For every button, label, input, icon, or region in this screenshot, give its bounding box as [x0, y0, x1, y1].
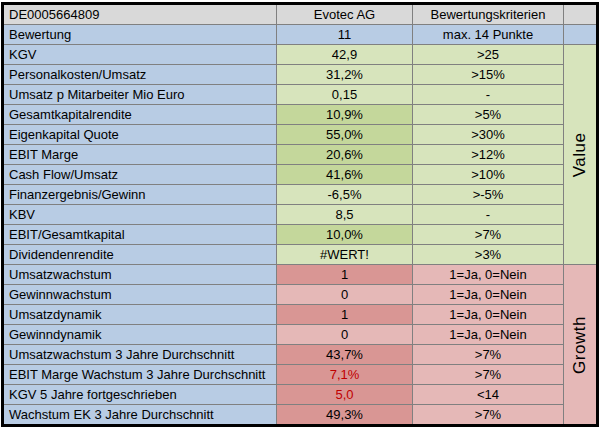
cell-label[interactable]: Umsatz p Mitarbeiter Mio Euro [4, 85, 276, 104]
cell-label[interactable]: Gesamtkapitalrendite [4, 105, 276, 124]
cell-value[interactable]: 10,0% [277, 225, 412, 244]
cell-value[interactable]: 8,5 [277, 205, 412, 224]
cell-value[interactable]: 0 [277, 325, 412, 344]
cell-label[interactable]: Personalkosten/Umsatz [4, 65, 276, 84]
cell-criteria[interactable]: 1=Ja, 0=Nein [413, 305, 563, 324]
cell-criteria[interactable]: >5% [413, 105, 563, 124]
cell-label[interactable]: Finanzergebnis/Gewinn [4, 185, 276, 204]
cell-criteria[interactable]: - [413, 85, 563, 104]
cell-value[interactable]: 20,6% [277, 145, 412, 164]
cell-label[interactable]: EBIT Marge Wachstum 3 Jahre Durchschnitt [4, 365, 276, 384]
cell-criteria[interactable]: >7% [413, 405, 563, 424]
cell-criteria[interactable]: <14 [413, 385, 563, 404]
cell-criteria[interactable]: >7% [413, 345, 563, 364]
cell-score-criteria[interactable]: max. 14 Punkte [413, 25, 563, 44]
value-section-vertical-text: Value [570, 132, 590, 177]
cell-criteria[interactable]: >-5% [413, 185, 563, 204]
cell-criteria[interactable]: >7% [413, 225, 563, 244]
cell-label[interactable]: Umsatzdynamik [4, 305, 276, 324]
cell-criteria[interactable]: >25 [413, 45, 563, 64]
cell-criteria[interactable]: >12% [413, 145, 563, 164]
cell-value[interactable]: 7,1% [277, 365, 412, 384]
cell-value[interactable]: 42,9 [277, 45, 412, 64]
cell-company-name[interactable]: Evotec AG [277, 5, 412, 24]
cell-criteria[interactable]: 1=Ja, 0=Nein [413, 325, 563, 344]
stock-evaluation-table: DE0005664809 Evotec AG Bewertungskriteri… [1, 2, 599, 427]
cell-criteria[interactable]: - [413, 205, 563, 224]
cell-criteria[interactable]: >3% [413, 245, 563, 264]
cell-value[interactable]: 41,6% [277, 165, 412, 184]
cell-label[interactable]: KBV [4, 205, 276, 224]
cell-criteria[interactable]: >10% [413, 165, 563, 184]
cell-value[interactable]: 31,2% [277, 65, 412, 84]
cell-header-blank[interactable] [564, 5, 596, 24]
cell-criteria-title[interactable]: Bewertungskriterien [413, 5, 563, 24]
cell-score-label[interactable]: Bewertung [4, 25, 276, 44]
cell-isin[interactable]: DE0005664809 [4, 5, 276, 24]
cell-value[interactable]: 5,0 [277, 385, 412, 404]
cell-value[interactable]: 0,15 [277, 85, 412, 104]
cell-label[interactable]: Gewinndynamik [4, 325, 276, 344]
cell-criteria[interactable]: >15% [413, 65, 563, 84]
cell-value[interactable]: -6,5% [277, 185, 412, 204]
section-label-growth[interactable]: Growth [564, 265, 596, 424]
section-label-value[interactable]: Value [564, 45, 596, 264]
cell-criteria[interactable]: 1=Ja, 0=Nein [413, 265, 563, 284]
cell-value[interactable]: 43,7% [277, 345, 412, 364]
cell-score-blank[interactable] [564, 25, 596, 44]
cell-criteria[interactable]: 1=Ja, 0=Nein [413, 285, 563, 304]
cell-value[interactable]: 49,3% [277, 405, 412, 424]
cell-label[interactable]: EBIT/Gesamtkapital [4, 225, 276, 244]
cell-value[interactable]: 0 [277, 285, 412, 304]
cell-label[interactable]: KGV [4, 45, 276, 64]
cell-label[interactable]: Gewinnwachstum [4, 285, 276, 304]
cell-label[interactable]: Umsatzwachstum 3 Jahre Durchschnitt [4, 345, 276, 364]
cell-value[interactable]: 1 [277, 265, 412, 284]
cell-value[interactable]: 55,0% [277, 125, 412, 144]
cell-label[interactable]: Umsatzwachstum [4, 265, 276, 284]
cell-label[interactable]: EBIT Marge [4, 145, 276, 164]
cell-label[interactable]: KGV 5 Jahre fortgeschrieben [4, 385, 276, 404]
cell-score-value[interactable]: 11 [277, 25, 412, 44]
growth-section-vertical-text: Growth [570, 316, 590, 374]
cell-criteria[interactable]: >7% [413, 365, 563, 384]
cell-criteria[interactable]: >30% [413, 125, 563, 144]
cell-value[interactable]: 10,9% [277, 105, 412, 124]
cell-label[interactable]: Eigenkapital Quote [4, 125, 276, 144]
cell-value[interactable]: #WERT! [277, 245, 412, 264]
cell-label[interactable]: Cash Flow/Umsatz [4, 165, 276, 184]
cell-label[interactable]: Wachstum EK 3 Jahre Durchschnitt [4, 405, 276, 424]
cell-label[interactable]: Dividendenrendite [4, 245, 276, 264]
cell-value[interactable]: 1 [277, 305, 412, 324]
